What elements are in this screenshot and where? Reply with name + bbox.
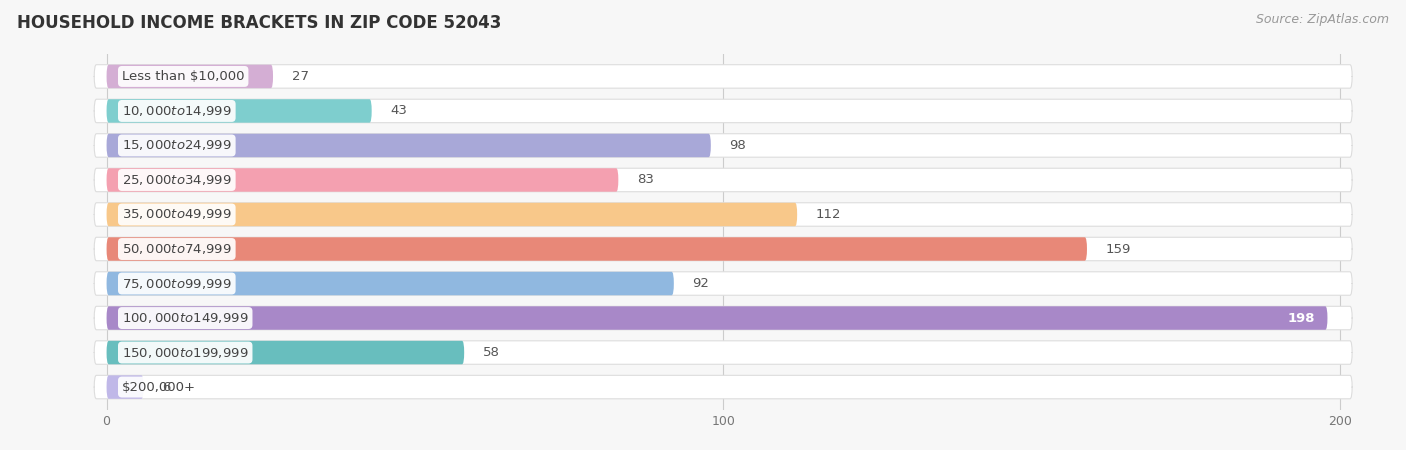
FancyBboxPatch shape xyxy=(107,306,1327,330)
Text: 83: 83 xyxy=(637,174,654,186)
FancyBboxPatch shape xyxy=(107,65,273,88)
Text: $50,000 to $74,999: $50,000 to $74,999 xyxy=(122,242,232,256)
Text: $35,000 to $49,999: $35,000 to $49,999 xyxy=(122,207,232,221)
Text: $200,000+: $200,000+ xyxy=(122,381,195,394)
Text: 112: 112 xyxy=(815,208,841,221)
Text: $75,000 to $99,999: $75,000 to $99,999 xyxy=(122,276,232,291)
FancyBboxPatch shape xyxy=(94,168,1353,192)
Text: Source: ZipAtlas.com: Source: ZipAtlas.com xyxy=(1256,14,1389,27)
FancyBboxPatch shape xyxy=(107,272,673,295)
FancyBboxPatch shape xyxy=(107,134,711,157)
Text: 58: 58 xyxy=(482,346,499,359)
Text: 43: 43 xyxy=(391,104,408,117)
Text: 6: 6 xyxy=(162,381,170,394)
Text: 159: 159 xyxy=(1105,243,1130,256)
Text: 27: 27 xyxy=(291,70,308,83)
Text: $100,000 to $149,999: $100,000 to $149,999 xyxy=(122,311,249,325)
FancyBboxPatch shape xyxy=(94,134,1353,157)
FancyBboxPatch shape xyxy=(107,237,1087,261)
FancyBboxPatch shape xyxy=(107,375,143,399)
Text: $25,000 to $34,999: $25,000 to $34,999 xyxy=(122,173,232,187)
Text: 198: 198 xyxy=(1288,311,1315,324)
FancyBboxPatch shape xyxy=(107,168,619,192)
FancyBboxPatch shape xyxy=(94,237,1353,261)
Text: $10,000 to $14,999: $10,000 to $14,999 xyxy=(122,104,232,118)
Text: 92: 92 xyxy=(692,277,709,290)
FancyBboxPatch shape xyxy=(94,272,1353,295)
FancyBboxPatch shape xyxy=(94,375,1353,399)
Text: Less than $10,000: Less than $10,000 xyxy=(122,70,245,83)
FancyBboxPatch shape xyxy=(107,341,464,364)
FancyBboxPatch shape xyxy=(94,306,1353,330)
FancyBboxPatch shape xyxy=(94,65,1353,88)
FancyBboxPatch shape xyxy=(94,99,1353,123)
Text: HOUSEHOLD INCOME BRACKETS IN ZIP CODE 52043: HOUSEHOLD INCOME BRACKETS IN ZIP CODE 52… xyxy=(17,14,502,32)
FancyBboxPatch shape xyxy=(94,203,1353,226)
FancyBboxPatch shape xyxy=(107,203,797,226)
Text: $15,000 to $24,999: $15,000 to $24,999 xyxy=(122,139,232,153)
FancyBboxPatch shape xyxy=(107,99,371,123)
FancyBboxPatch shape xyxy=(94,341,1353,364)
Text: $150,000 to $199,999: $150,000 to $199,999 xyxy=(122,346,249,360)
Text: 98: 98 xyxy=(730,139,747,152)
